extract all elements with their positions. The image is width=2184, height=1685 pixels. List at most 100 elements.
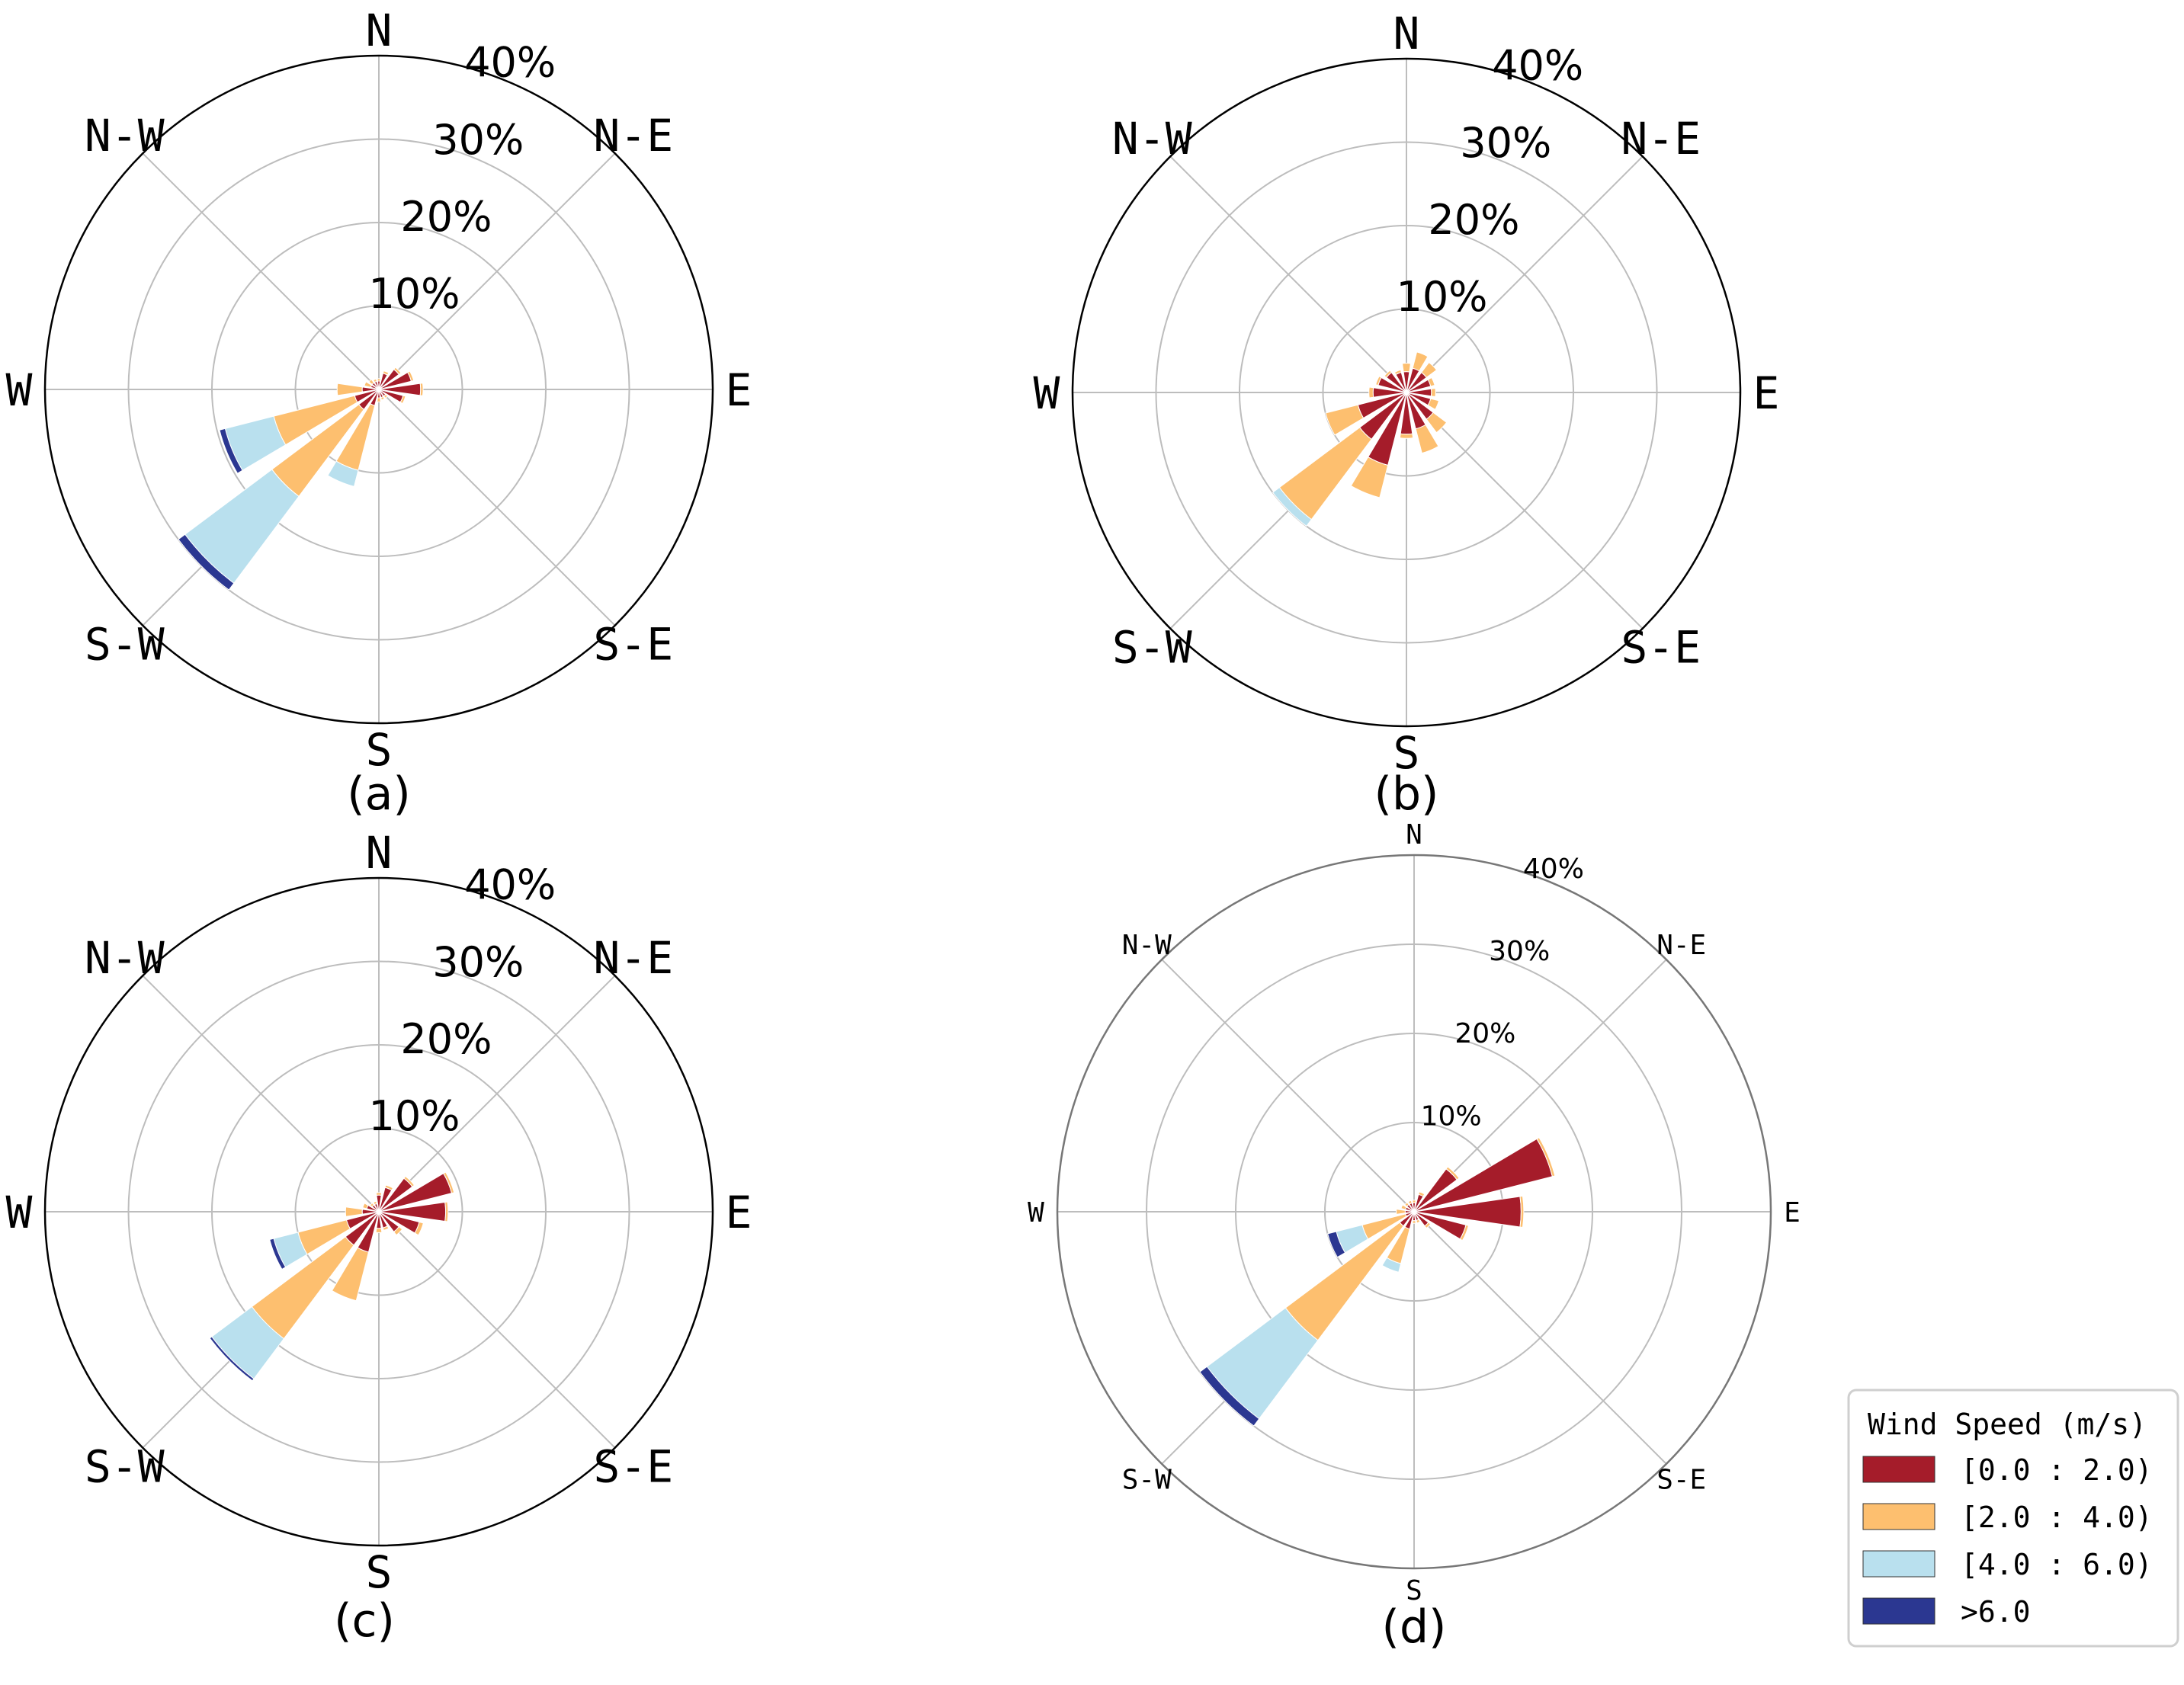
wind-bar: [1415, 424, 1439, 454]
wind-bar: [1412, 351, 1429, 372]
direction-label: N-W: [85, 110, 165, 162]
wind-bar: [1401, 363, 1412, 373]
wind-bar: [380, 396, 385, 401]
direction-label: N-E: [1621, 113, 1701, 165]
wind-bar: [1272, 486, 1313, 527]
direction-label: S-E: [1656, 1465, 1706, 1496]
grid-ring: [127, 960, 630, 1463]
wind-bar: [1412, 1220, 1416, 1224]
direction-label: S: [1393, 727, 1420, 779]
wind-bar: [1424, 1222, 1432, 1229]
wind-bar: [1445, 1166, 1460, 1180]
wind-bar: [399, 395, 406, 405]
wind-bar: [1375, 376, 1382, 386]
wind-bar: [1400, 392, 1413, 435]
legend-label-2: [4.0 : 6.0): [1961, 1548, 2153, 1581]
wind-bar: [375, 1228, 383, 1233]
wind-bar: [345, 1206, 363, 1217]
radial-tick-label: 10%: [1421, 1100, 1482, 1132]
grid-ring: [1146, 943, 1682, 1480]
panel-caption: (b): [1374, 767, 1439, 821]
radial-tick-label: 30%: [1460, 119, 1551, 167]
wind-bar: [1459, 1224, 1470, 1241]
outer-ring: [1071, 57, 1742, 728]
direction-label: S-W: [1122, 1465, 1172, 1496]
direction-label: E: [1784, 1197, 1801, 1229]
panel-caption: (c): [334, 1594, 395, 1648]
direction-label: S-W: [85, 1441, 165, 1493]
radial-tick-label: 40%: [1523, 854, 1584, 885]
wind-rose-panel-a: N N-E E S-E S S-W W N-W 10% 20% 30% 40% (a): [6, 5, 752, 821]
wind-rose-panel-d: N N-E E S-E S S-W W N-W 10% 20% 30% 40% (d): [1028, 819, 1801, 1654]
direction-label: S: [366, 1546, 393, 1598]
wind-bar: [384, 1184, 394, 1191]
wind-bar: [1427, 398, 1440, 411]
wind-bar: [377, 397, 381, 402]
legend-label-0: [0.0 : 2.0): [1961, 1453, 2153, 1487]
panel-caption: (d): [1382, 1600, 1447, 1654]
direction-label: N-W: [1122, 930, 1172, 961]
direction-label: N-W: [1112, 113, 1192, 165]
radial-tick-label: 30%: [1489, 936, 1550, 967]
wind-bar: [1427, 376, 1435, 387]
wind-bar: [1416, 1219, 1421, 1224]
radial-tick-label: 40%: [464, 861, 556, 909]
wind-bar: [1400, 1204, 1407, 1210]
wind-bar: [1381, 1257, 1402, 1273]
wind-bar: [1420, 361, 1438, 379]
direction-label: S-W: [85, 619, 165, 671]
legend-label-1: [2.0 : 4.0): [1961, 1501, 2153, 1534]
wind-bar: [419, 383, 424, 396]
grid-ring: [211, 1044, 547, 1379]
grid-ring: [211, 222, 547, 557]
wind-bar: [375, 1192, 383, 1196]
wind-bar: [1396, 1209, 1406, 1215]
direction-label: E: [1753, 367, 1780, 419]
wind-bar: [1368, 386, 1374, 399]
wind-bar: [1393, 369, 1402, 376]
legend-label-3: >6.0: [1961, 1595, 2031, 1629]
wind-bar: [414, 1221, 424, 1236]
wind-bar: [1413, 1196, 1522, 1228]
direction-label: S-W: [1112, 622, 1192, 674]
wind-bar: [269, 1238, 287, 1270]
grid-ring: [127, 138, 630, 641]
wind-bar: [368, 379, 375, 386]
wind-bar: [1407, 1200, 1413, 1205]
wind-bar: [403, 1175, 415, 1187]
wind-bar: [393, 1225, 403, 1236]
wind-bar: [1430, 387, 1436, 398]
direction-label: N: [366, 5, 393, 56]
direction-label: N-E: [1656, 930, 1706, 961]
grid-ring: [1239, 225, 1574, 560]
grid-ring: [294, 305, 463, 474]
radial-tick-label: 40%: [464, 39, 556, 87]
wind-bar: [1519, 1195, 1525, 1229]
wind-bar: [1426, 412, 1448, 434]
radial-tick-label: 20%: [1454, 1018, 1515, 1049]
wind-bar: [382, 1225, 390, 1232]
direction-label: S-E: [593, 1441, 673, 1493]
legend-swatch-1: [1862, 1503, 1935, 1530]
wind-bar: [444, 1201, 449, 1222]
wind-bar: [1325, 404, 1365, 436]
wind-bar: [378, 383, 422, 396]
radial-tick-label: 20%: [400, 1015, 492, 1063]
radial-tick-label: 10%: [1396, 273, 1487, 321]
grid-ring: [294, 1127, 463, 1296]
grid-ring: [1235, 1033, 1593, 1391]
wind-bar: [1399, 433, 1414, 439]
legend: Wind Speed (m/s) [0.0 : 2.0) [2.0 : 4.0)…: [1847, 1389, 2179, 1648]
direction-label: S-E: [1621, 622, 1701, 674]
outer-ring: [43, 876, 714, 1547]
wind-bar: [393, 367, 402, 376]
direction-label: W: [6, 1187, 33, 1238]
legend-swatch-0: [1862, 1456, 1935, 1483]
wind-bar: [219, 428, 243, 474]
grid-ring: [1155, 141, 1658, 644]
legend-swatch-3: [1862, 1597, 1935, 1625]
radial-tick-label: 20%: [400, 193, 492, 241]
wind-bar: [383, 393, 389, 399]
panel-caption: (a): [347, 767, 411, 821]
